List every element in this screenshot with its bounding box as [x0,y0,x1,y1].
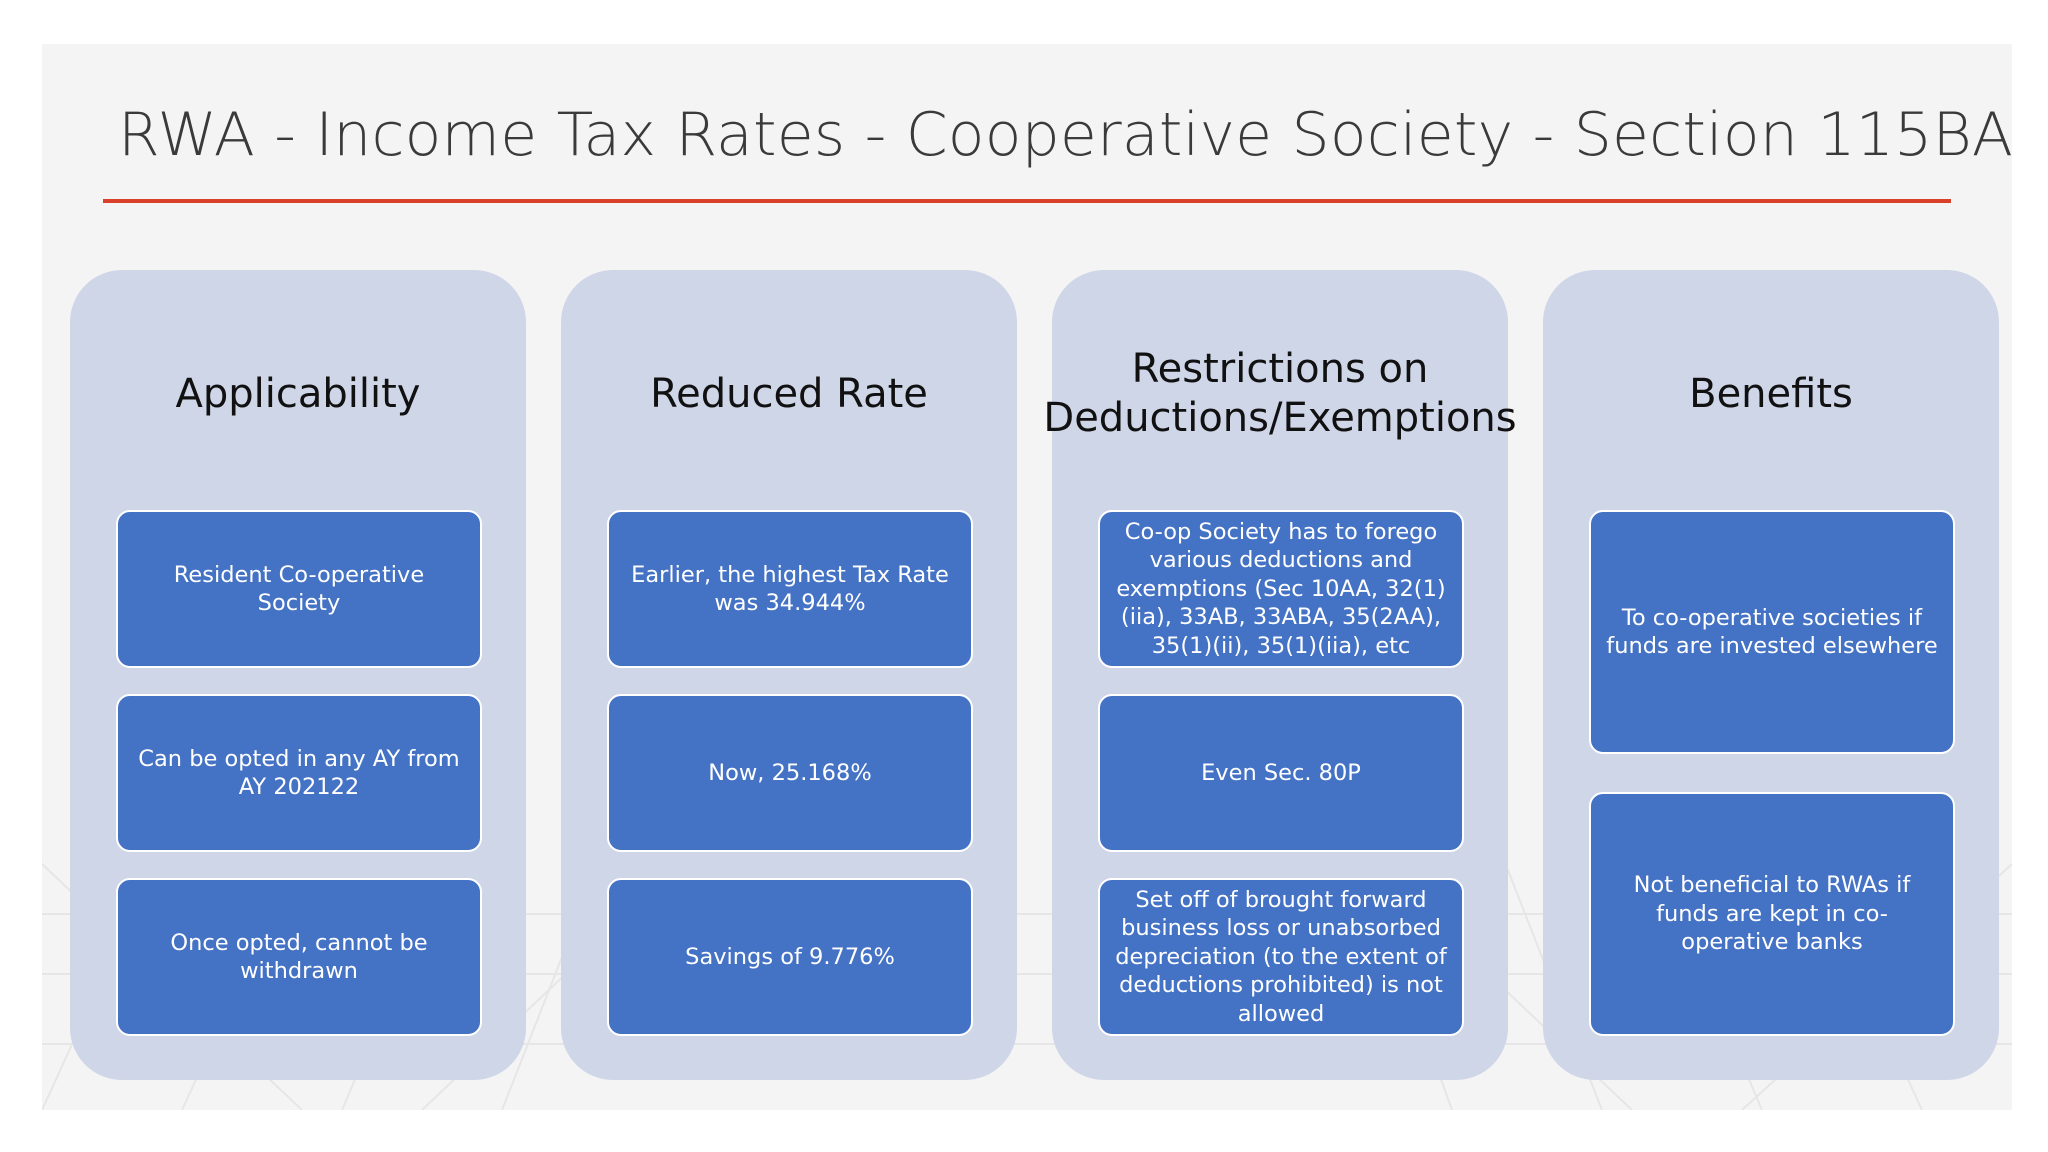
info-box: To co-operative societies if funds are i… [1589,510,1955,754]
slide-title: RWA - Income Tax Rates - Cooperative Soc… [118,100,2012,170]
info-box: Earlier, the highest Tax Rate was 34.944… [607,510,973,668]
column-heading: Restrictions on Deductions/Exemptions [1043,346,1517,441]
info-box: Can be opted in any AY from AY 202122 [116,694,482,852]
info-box: Once opted, cannot be withdrawn [116,878,482,1036]
column-heading: Benefits [1689,370,1853,417]
column-heading: Reduced Rate [650,370,928,417]
slide: RWA - Income Tax Rates - Cooperative Soc… [42,44,2012,1110]
info-box: Even Sec. 80P [1098,694,1464,852]
info-box: Co-op Society has to forego various dedu… [1098,510,1464,668]
title-underline [103,199,1951,203]
column-benefits: Benefits To co-operative societies if fu… [1543,270,1999,1080]
info-box: Savings of 9.776% [607,878,973,1036]
column-applicability: Applicability Resident Co-operative Soci… [70,270,526,1080]
info-box: Now, 25.168% [607,694,973,852]
info-box: Resident Co-operative Society [116,510,482,668]
column-heading: Applicability [175,370,421,417]
column-reduced-rate: Reduced Rate Earlier, the highest Tax Ra… [561,270,1017,1080]
info-box: Not beneficial to RWAs if funds are kept… [1589,792,1955,1036]
info-box: Set off of brought forward business loss… [1098,878,1464,1036]
column-restrictions: Restrictions on Deductions/Exemptions Co… [1043,270,1517,1080]
